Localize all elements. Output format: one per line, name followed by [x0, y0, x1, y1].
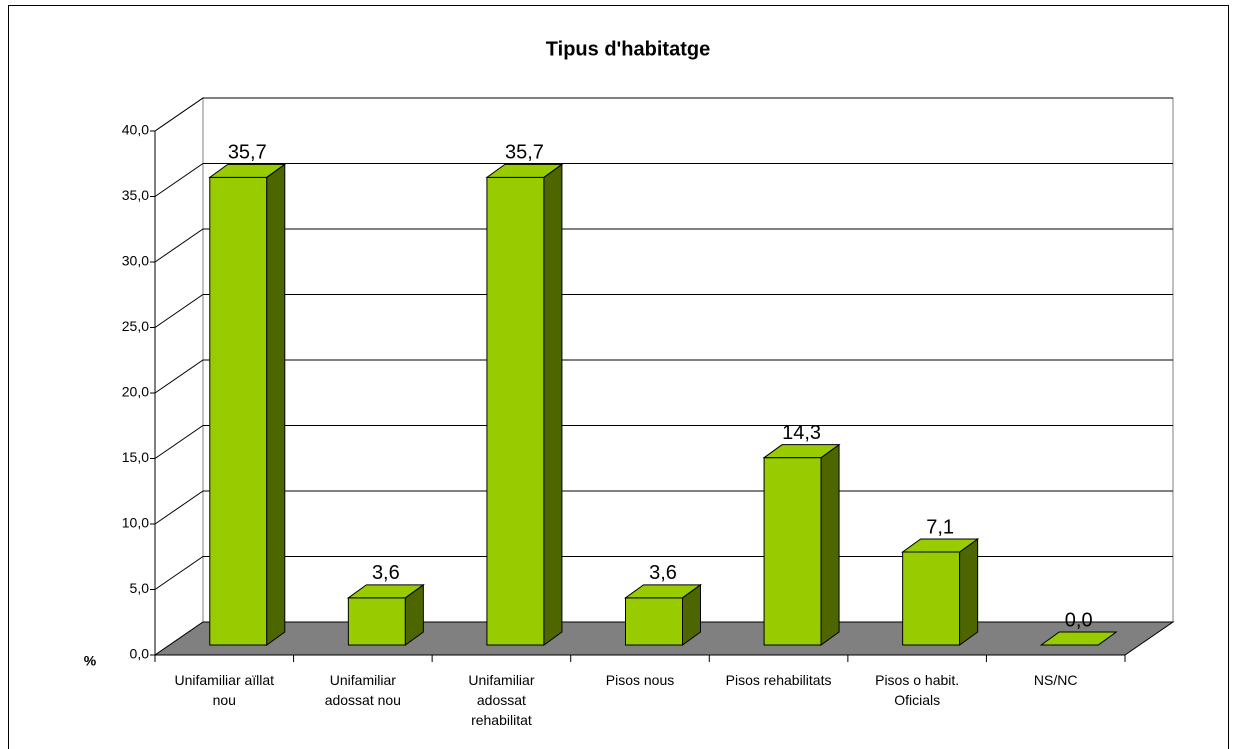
bar-front: [625, 597, 683, 646]
y-tick-label: 20,0: [122, 384, 149, 400]
bar-side: [959, 538, 979, 646]
y-tick-label: 10,0: [122, 515, 149, 531]
y-tick-label: 40,0: [122, 122, 149, 138]
x-tick-label: Pisos rehabilitats: [725, 672, 832, 688]
grid-line: [154, 294, 1173, 328]
value-label: 3,6: [372, 562, 400, 584]
bar-side: [543, 163, 563, 646]
x-tick-label: Unifamiliar aïllat nou: [174, 672, 275, 708]
grid-line: [154, 163, 1173, 197]
value-label: 3,6: [649, 562, 677, 584]
bar-side: [820, 443, 840, 646]
grid-line: [154, 97, 1173, 132]
bar-front: [763, 457, 822, 646]
x-tick-label: NS/NC: [1033, 672, 1078, 688]
bar-front: [902, 551, 961, 646]
value-label: 0,0: [1065, 609, 1093, 631]
x-tick-label: Unifamiliar adossat rehabilitat: [468, 672, 535, 728]
y-tick-label: 30,0: [122, 253, 149, 269]
value-label: 35,7: [505, 142, 544, 164]
y-axis-label: %: [84, 653, 97, 669]
y-tick-label: 15,0: [122, 449, 149, 465]
y-tick-label: 5,0: [130, 580, 150, 596]
y-tick-label: 25,0: [122, 318, 149, 334]
y-tick-label: 0,0: [130, 646, 150, 662]
bar-top: [346, 584, 425, 599]
bar-top: [1039, 631, 1118, 646]
x-tick-label: Unifamiliar adossat nou: [324, 672, 401, 708]
bar-top: [208, 163, 287, 178]
value-label: 7,1: [926, 516, 954, 538]
bar-front: [209, 176, 268, 646]
bar-side: [266, 163, 286, 646]
grid-line: [154, 359, 1173, 394]
value-label: 14,3: [782, 422, 821, 444]
bar-top: [901, 538, 980, 553]
x-tick-label: Pisos nous: [605, 672, 675, 688]
y-tick-label: 35,0: [122, 187, 149, 203]
bar-top: [623, 584, 703, 599]
grid-line: [154, 425, 1173, 459]
bar-top: [762, 444, 841, 459]
x-tick-label: Pisos o habit. Oficials: [875, 672, 960, 708]
bar-front: [347, 597, 406, 646]
chart-title: Tipus d'habitatge: [546, 38, 710, 60]
grid-line: [154, 228, 1173, 263]
grid-line: [154, 490, 1173, 525]
bar-top: [485, 163, 564, 178]
bar-front: [486, 176, 545, 646]
grid-line: [154, 556, 1173, 590]
value-label: 35,7: [228, 142, 267, 164]
